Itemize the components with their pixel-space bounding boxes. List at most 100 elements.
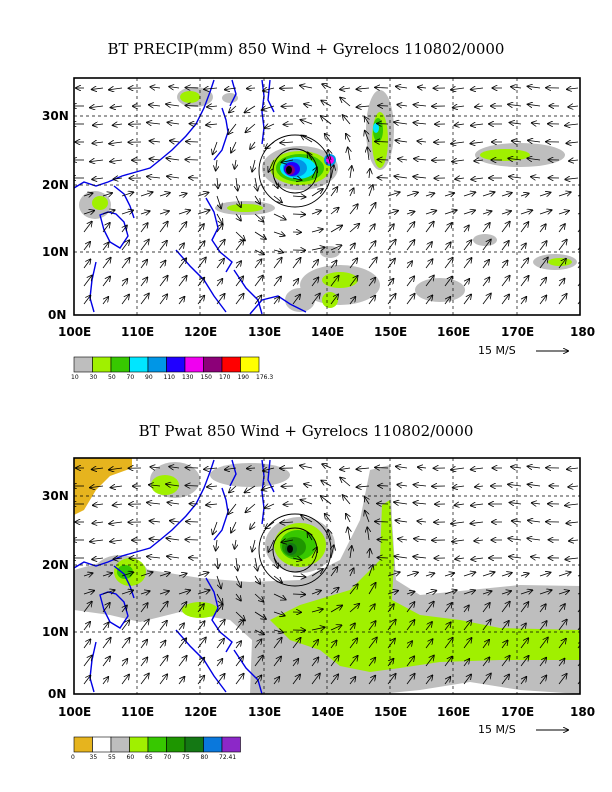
wind-vector	[147, 123, 161, 124]
wind-vector	[322, 464, 332, 468]
wind-vector	[520, 297, 526, 305]
wind-vector	[292, 638, 301, 649]
panel2-wind-scale-label: 15 M/S	[478, 723, 516, 736]
wind-vector	[311, 247, 325, 250]
colorbar-label: 65	[145, 754, 153, 761]
wind-vector	[274, 177, 278, 188]
wind-vector	[330, 245, 341, 251]
lon-label: 120E	[184, 705, 218, 719]
wind-vector	[245, 485, 256, 492]
panel2-pwat-dry	[74, 458, 132, 515]
wind-vector	[197, 278, 204, 287]
wind-vector	[368, 621, 376, 631]
wind-vector	[268, 539, 275, 552]
wind-vector	[150, 467, 161, 468]
wind-vector	[528, 140, 541, 142]
wind-vector	[369, 169, 370, 179]
wind-vector	[482, 211, 491, 214]
wind-vector	[311, 658, 318, 667]
wind-vector	[102, 297, 108, 305]
wind-vector	[273, 630, 283, 632]
colorbar-swatch	[147, 356, 167, 373]
wind-vector	[308, 532, 312, 541]
wind-vector	[567, 88, 579, 89]
wind-vector	[159, 211, 169, 214]
wind-vector	[508, 158, 522, 160]
wind-vector	[197, 224, 204, 233]
wind-vector	[186, 485, 199, 486]
wind-vector	[568, 486, 579, 487]
lon-label: 150E	[374, 705, 408, 719]
wind-vector	[254, 575, 260, 584]
wind-vector	[340, 88, 351, 89]
wind-vector	[368, 638, 377, 649]
panel2-grid	[74, 458, 580, 694]
wind-vector	[425, 602, 434, 613]
wind-vector	[349, 276, 358, 287]
wind-vector	[451, 468, 465, 470]
wind-vector	[93, 124, 104, 125]
wind-vector	[122, 226, 127, 233]
wind-vector	[235, 656, 243, 667]
wind-vector	[566, 522, 579, 523]
wind-vector	[90, 106, 104, 108]
wind-vector	[330, 226, 342, 233]
wind-vector	[83, 573, 92, 576]
wind-vector	[501, 211, 511, 214]
wind-vector	[304, 484, 313, 486]
wind-vector	[558, 224, 565, 233]
wind-vector	[558, 294, 567, 305]
panel2-title: BT Pwat 850 Wind + Gyrelocs 110802/0000	[138, 422, 474, 440]
wind-vector	[254, 250, 264, 254]
lat-label: 10N	[42, 625, 69, 639]
wind-vector	[113, 558, 123, 559]
wind-vector	[471, 124, 484, 126]
wind-vector	[365, 511, 370, 523]
wind-vector	[216, 604, 223, 613]
wind-vector	[159, 276, 168, 287]
colorbar-swatch	[129, 736, 149, 753]
wind-vector	[83, 639, 90, 649]
wind-vector	[464, 226, 469, 233]
wind-vector	[387, 604, 394, 613]
wind-vector	[520, 590, 532, 594]
panel1-colorbar	[73, 356, 260, 373]
lat-label: 30N	[42, 109, 69, 123]
wind-vector	[149, 105, 161, 106]
wind-vector	[455, 558, 465, 559]
wind-vector	[509, 556, 522, 558]
wind-vector	[169, 467, 180, 468]
wind-vector	[213, 521, 218, 534]
wind-vector	[501, 573, 512, 576]
wind-vector	[520, 677, 526, 685]
colorbar-label: 80	[200, 754, 209, 761]
wind-vector	[425, 222, 434, 233]
wind-vector	[539, 210, 552, 214]
wind-vector	[235, 159, 236, 169]
wind-vector	[236, 213, 241, 221]
wind-vector	[566, 142, 579, 143]
wind-vector	[292, 178, 301, 180]
wind-vector	[425, 639, 433, 649]
wind-vector	[343, 115, 351, 125]
wind-vector	[102, 277, 110, 287]
wind-vector	[178, 677, 184, 685]
wind-vector	[387, 279, 393, 287]
wind-vector	[254, 630, 264, 634]
wind-vector	[311, 640, 318, 649]
wind-vector	[387, 259, 395, 269]
wind-vector	[455, 178, 465, 179]
wind-vector	[235, 539, 236, 549]
wind-vector	[406, 294, 415, 305]
wind-vector	[121, 620, 129, 631]
wind-vector	[311, 278, 318, 287]
wind-vector	[254, 259, 261, 269]
colorbar-swatch	[221, 356, 241, 373]
wind-vector	[539, 590, 552, 594]
wind-vector	[159, 674, 167, 685]
wind-vector	[482, 674, 491, 685]
colorbar-swatch	[92, 736, 112, 753]
colorbar-swatch	[166, 736, 186, 753]
wind-vector	[166, 158, 180, 160]
wind-vector	[528, 104, 541, 106]
